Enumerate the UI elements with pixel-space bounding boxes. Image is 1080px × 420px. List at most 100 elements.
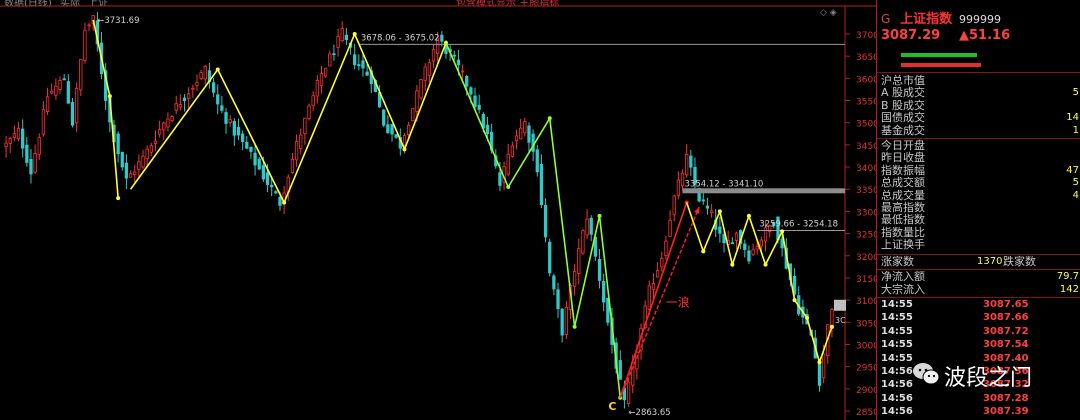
candle-body[interactable] [527, 125, 531, 143]
candle-body[interactable] [332, 53, 336, 56]
candle-body[interactable] [261, 165, 266, 180]
candle-body[interactable] [191, 87, 195, 90]
candle-body[interactable] [340, 28, 344, 42]
candle-body[interactable] [74, 87, 79, 124]
candle-body[interactable] [763, 227, 768, 242]
candle-body[interactable] [602, 280, 606, 303]
candle-body[interactable] [290, 158, 295, 173]
candle-body[interactable] [730, 242, 734, 245]
candle-body[interactable] [16, 127, 21, 140]
candle-body[interactable] [709, 210, 714, 213]
candle-body[interactable] [419, 79, 423, 99]
candle-body[interactable] [535, 149, 539, 173]
candle-body[interactable] [236, 126, 241, 136]
candle-body[interactable] [560, 308, 564, 336]
candle-body[interactable] [539, 164, 544, 206]
candle-body[interactable] [228, 119, 232, 123]
candle-body[interactable] [431, 49, 436, 62]
candle-body[interactable] [195, 82, 199, 86]
candlestick-chart[interactable]: 3700 3650 3600 3550 3500 3450 3400 3350 3300 3250… [0, 0, 876, 420]
candle-body[interactable] [415, 90, 419, 112]
candle-body[interactable] [41, 109, 46, 135]
candle-body[interactable] [25, 144, 29, 163]
candle-body[interactable] [211, 82, 216, 93]
candle-body[interactable] [12, 133, 17, 138]
candle-body[interactable] [651, 283, 656, 291]
candle-body[interactable] [780, 238, 784, 249]
candle-body[interactable] [278, 196, 282, 206]
candle-body[interactable] [50, 90, 54, 94]
candle-body[interactable] [672, 195, 676, 215]
candle-body[interactable] [270, 184, 274, 188]
candle-body[interactable] [394, 134, 398, 138]
candle-body[interactable] [66, 81, 70, 104]
candle-body[interactable] [133, 171, 137, 175]
candle-body[interactable] [693, 166, 697, 185]
candle-body[interactable] [91, 15, 95, 25]
candle-body[interactable] [232, 120, 236, 136]
candle-body[interactable] [406, 125, 411, 135]
index-name[interactable]: 上证指数 [900, 12, 953, 27]
candle-body[interactable] [145, 148, 149, 160]
candle-body[interactable] [87, 24, 91, 27]
candle-body[interactable] [460, 70, 465, 73]
candle-body[interactable] [564, 306, 568, 335]
candle-body[interactable] [357, 64, 361, 67]
candle-body[interactable] [817, 361, 822, 386]
candle-body[interactable] [299, 134, 303, 149]
candle-body[interactable] [676, 179, 681, 197]
candle-body[interactable] [514, 135, 519, 142]
candle-body[interactable] [45, 96, 50, 113]
candle-body[interactable] [382, 109, 386, 126]
candle-body[interactable] [747, 250, 751, 262]
candle-body[interactable] [216, 94, 220, 105]
candle-body[interactable] [701, 199, 705, 202]
candle-body[interactable] [8, 138, 12, 144]
candle-body[interactable] [647, 285, 651, 310]
candle-body[interactable] [705, 205, 710, 209]
candle-body[interactable] [755, 246, 759, 250]
candle-body[interactable] [751, 249, 755, 255]
candle-body[interactable] [294, 141, 299, 161]
candle-body[interactable] [240, 133, 245, 142]
candle-body[interactable] [4, 142, 8, 148]
candle-body[interactable] [734, 232, 739, 241]
restore-icon[interactable]: ◇ [820, 8, 827, 18]
candle-body[interactable] [153, 140, 158, 145]
candle-body[interactable] [821, 353, 826, 379]
candle-body[interactable] [178, 104, 183, 108]
candle-body[interactable] [402, 135, 407, 146]
candle-body[interactable] [245, 141, 249, 149]
chart-area[interactable]: 3700 3650 3600 3550 3500 3450 3400 3350 3300 3250… [0, 0, 876, 420]
candle-body[interactable] [643, 305, 647, 329]
candle-body[interactable] [220, 105, 224, 111]
candle-body[interactable] [606, 297, 610, 323]
candle-body[interactable] [319, 73, 324, 87]
candle-body[interactable] [548, 241, 552, 274]
candle-body[interactable] [128, 173, 133, 178]
candle-body[interactable] [718, 226, 722, 234]
candle-body[interactable] [257, 158, 261, 170]
candle-body[interactable] [581, 230, 585, 254]
candle-body[interactable] [182, 97, 187, 101]
candle-body[interactable] [323, 67, 328, 77]
candle-body[interactable] [224, 112, 228, 124]
candle-body[interactable] [162, 122, 166, 131]
candle-body[interactable] [187, 93, 191, 99]
candle-body[interactable] [37, 137, 41, 155]
settings-icon[interactable]: ◈ [829, 8, 837, 18]
candle-body[interactable] [265, 172, 270, 185]
candle-body[interactable] [427, 62, 432, 76]
candle-body[interactable] [54, 85, 58, 96]
candle-body[interactable] [523, 121, 527, 134]
candle-body[interactable] [307, 105, 311, 119]
candle-body[interactable] [365, 71, 369, 76]
candle-body[interactable] [722, 234, 726, 244]
candle-body[interactable] [249, 146, 253, 152]
candle-body[interactable] [689, 155, 693, 168]
candle-body[interactable] [390, 124, 394, 135]
candle-body[interactable] [510, 145, 515, 157]
candle-body[interactable] [386, 124, 390, 134]
candle-body[interactable] [253, 152, 257, 166]
candle-body[interactable] [137, 161, 141, 170]
